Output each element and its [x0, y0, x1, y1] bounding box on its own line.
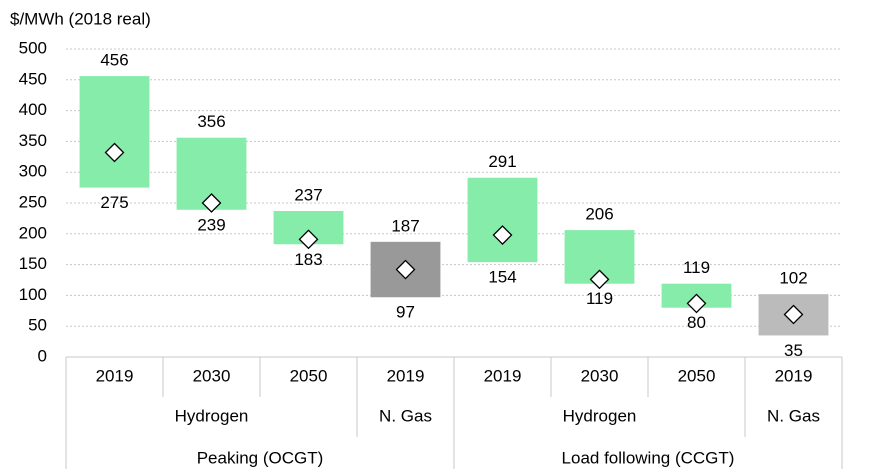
midpoint-marker — [783, 304, 804, 325]
y-tick-label: 100 — [19, 285, 47, 304]
y-axis-label: $/MWh (2018 real) — [10, 9, 151, 28]
value-label: 237 — [294, 185, 322, 204]
y-tick-label: 200 — [19, 223, 47, 242]
y-tick-label: 0 — [38, 346, 47, 365]
midpoint-marker — [686, 293, 707, 314]
x-tick-label: 2019 — [775, 366, 813, 385]
midpoint-marker — [298, 229, 319, 250]
subgroup-label: N. Gas — [379, 406, 432, 425]
y-tick-label: 250 — [19, 192, 47, 211]
value-label: 275 — [100, 193, 128, 212]
x-tick-label: 2019 — [484, 366, 522, 385]
subgroup-label: Hydrogen — [175, 406, 249, 425]
subgroup-label: Hydrogen — [563, 406, 637, 425]
midpoint-marker — [104, 142, 125, 163]
value-label: 187 — [391, 216, 419, 235]
midpoint-marker — [201, 193, 222, 213]
value-label: 119 — [586, 289, 613, 308]
value-label: 356 — [197, 112, 225, 131]
value-label: 97 — [396, 303, 415, 322]
x-tick-label: 2019 — [387, 366, 425, 385]
midpoint-marker — [492, 225, 513, 245]
x-tick-label: 2019 — [96, 366, 134, 385]
subgroup-label: N. Gas — [767, 406, 820, 425]
x-tick-label: 2030 — [581, 366, 619, 385]
value-label: 183 — [294, 250, 322, 269]
y-tick-label: 300 — [19, 162, 47, 181]
value-label: 239 — [197, 215, 225, 234]
y-tick-label: 500 — [19, 38, 47, 57]
y-tick-label: 150 — [19, 254, 47, 273]
value-label: 119 — [683, 258, 710, 277]
value-label: 206 — [585, 205, 613, 224]
group-label: Peaking (OCGT) — [197, 448, 324, 467]
x-tick-label: 2030 — [193, 366, 231, 385]
x-tick-label: 2050 — [290, 366, 328, 385]
y-tick-label: 400 — [19, 100, 47, 119]
value-label: 456 — [100, 51, 128, 70]
value-label: 291 — [488, 152, 516, 171]
value-label: 35 — [784, 341, 803, 360]
bar — [79, 76, 150, 188]
y-tick-label: 350 — [19, 131, 47, 150]
x-tick-label: 2050 — [678, 366, 716, 385]
group-label: Load following (CCGT) — [562, 448, 735, 467]
bar — [467, 177, 538, 263]
y-tick-label: 450 — [19, 69, 47, 88]
value-label: 80 — [687, 313, 706, 332]
value-label: 154 — [488, 268, 516, 287]
midpoint-marker — [395, 259, 416, 280]
midpoint-marker — [589, 269, 610, 290]
y-tick-label: 50 — [28, 316, 47, 335]
value-label: 102 — [779, 269, 807, 288]
